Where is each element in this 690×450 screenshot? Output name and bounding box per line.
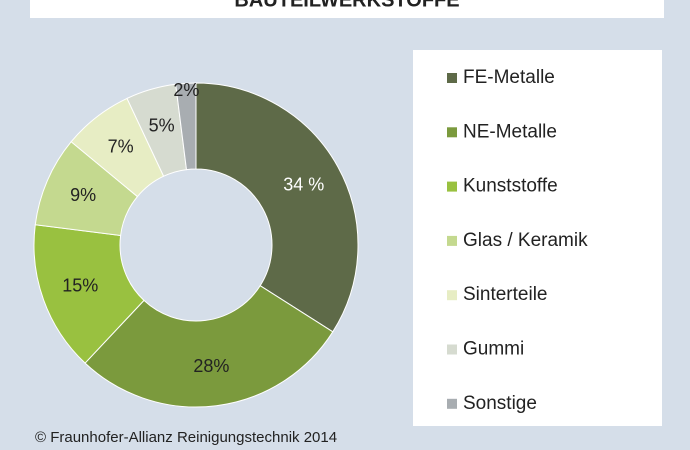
data-label: 2% [173,80,199,100]
legend-swatch [447,398,457,409]
legend-swatch [447,344,457,355]
donut-segment [175,82,197,171]
legend-swatch [447,290,457,301]
data-label: 7% [108,137,134,157]
data-label: 34 % [283,174,324,194]
legend-label: FE-Metalle [463,67,555,88]
data-label: 28% [193,356,229,376]
legend-swatch [447,127,457,138]
legend-label: Sinterteile [463,284,548,305]
donut-segment [84,285,334,408]
data-label: 9% [70,185,96,205]
legend-swatch [447,73,457,83]
legend-swatch [447,235,457,246]
legend-label: Sonstige [463,393,537,414]
legend-label: NE-Metalle [463,121,557,142]
legend-label: Gummi [463,339,524,360]
legend-label: Glas / Keramik [463,230,588,251]
data-label: 15% [62,275,98,295]
data-label: 5% [149,116,175,136]
title-box [30,0,664,18]
chart-title: BAUTEILWERKSTOFFE [234,0,459,11]
donut-segment [195,82,359,333]
donut-segment [33,224,145,364]
legend-label: Kunststoffe [463,176,558,197]
legend-swatch [447,181,457,192]
source: © Fraunhofer-Allianz Reinigungstechnik 2… [35,429,337,446]
